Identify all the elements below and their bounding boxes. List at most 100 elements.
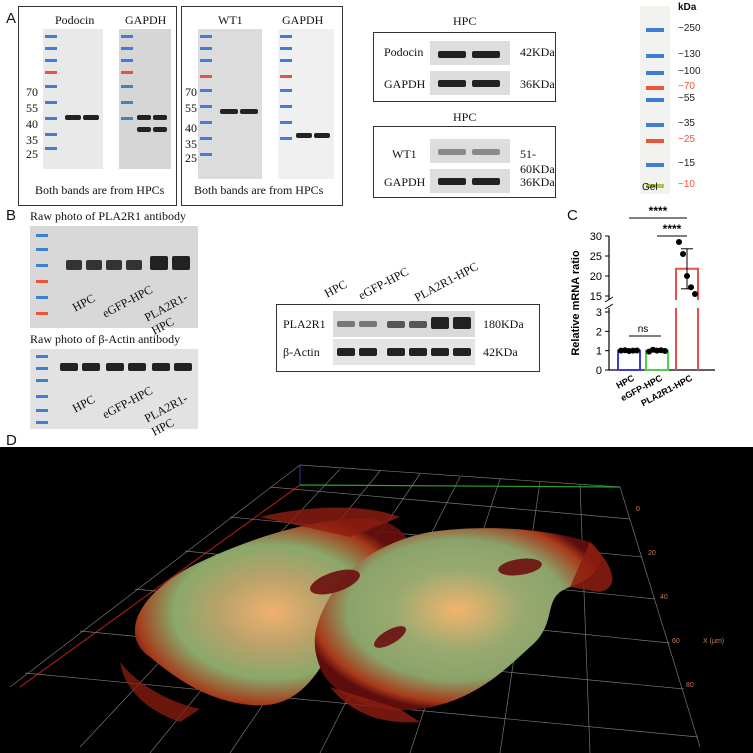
ladder-band <box>646 98 664 102</box>
ladder-band <box>646 86 664 90</box>
sig-label-ns: ns <box>638 324 649 335</box>
blot-frame-wt1: WT1 GAPDH 70 55 40 35 25 Both bands are … <box>181 6 343 206</box>
y-tick-label: 3 <box>596 307 602 319</box>
sig-label-2: **** <box>663 222 682 236</box>
y-tick-label: 20 <box>590 271 602 283</box>
ladder-band <box>646 54 664 58</box>
podocin-band-2 <box>83 115 99 120</box>
blot-label-gapdh: GAPDH <box>125 13 167 27</box>
gapdh-membrane-2 <box>278 29 334 179</box>
y-tick-label: 25 <box>590 251 602 263</box>
data-point <box>680 251 686 257</box>
crop-size-180: 180KDa <box>483 317 524 331</box>
panel-label-d: D <box>6 432 17 449</box>
y-tick-label: 1 <box>596 346 602 358</box>
data-point <box>684 273 690 279</box>
data-point <box>676 239 682 245</box>
marker2-35: 35 <box>185 137 197 151</box>
blot-label-wt1: WT1 <box>218 13 243 27</box>
marker-35: 35 <box>26 133 38 147</box>
raw-title-actin: Raw photo of β-Actin antibody <box>30 332 181 346</box>
ladder-mark: ~70 <box>678 81 695 92</box>
y-tick-label: 30 <box>590 231 602 243</box>
crop-lane-hpc: HPC <box>322 277 350 301</box>
panel-d-tick: 40 <box>660 594 668 601</box>
raw1-lane-hpc: HPC <box>70 291 98 315</box>
marker-70: 70 <box>26 85 38 99</box>
wt1-band-1 <box>220 109 238 114</box>
ladder-mark: ~55 <box>678 93 695 104</box>
hpc-box-podocin: Podocin GAPDH 42KDa 36KDa <box>373 32 556 102</box>
cell-right <box>314 528 613 723</box>
raw-actin-membrane: HPC eGFP-HPC PLA2R1-HPC <box>30 349 198 439</box>
ladder-mark: ~130 <box>678 49 701 60</box>
marker-40: 40 <box>26 117 38 131</box>
x-axis-label: X (μm) <box>703 638 724 645</box>
crop-lane-pla2r1: PLA2R1-HPC <box>412 259 481 305</box>
y-tick-label: 2 <box>596 326 602 338</box>
panel-label-c: C <box>567 207 578 224</box>
crop-size-42: 42KDa <box>483 345 518 359</box>
raw-pla2r1-membrane: HPC eGFP-HPC PLA2R1-HPC <box>30 226 198 338</box>
ladder-band <box>646 71 664 75</box>
blot-frame-podocin: Podocin GAPDH 70 55 40 35 25 Both bands … <box>18 6 177 206</box>
hole-patches <box>310 558 542 648</box>
data-point <box>634 347 640 354</box>
marker2-70: 70 <box>185 85 197 99</box>
ladder-band <box>646 139 664 143</box>
ladder-mark: ~15 <box>678 158 695 169</box>
ladder-mark: ~250 <box>678 23 701 34</box>
y-axis-label: Relative mRNA ratio <box>570 250 582 356</box>
protein-ladder: kDa ~250 ~130 ~100 ~70 ~55 ~35 ~25 ~15 ~10 Gel <box>636 0 726 200</box>
panel-label-a: A <box>6 10 17 27</box>
y-tick-label: 15 <box>590 291 602 303</box>
hpc1-size-36: 36KDa <box>520 77 555 91</box>
ladder-mark: ~25 <box>678 134 695 145</box>
axis-break-mark <box>604 296 614 303</box>
crop-lane-egfp: eGFP-HPC <box>356 264 411 303</box>
sig-label-1: **** <box>649 204 668 218</box>
panel-d-tick: 80 <box>686 682 694 689</box>
hpc2-protein-wt1: WT1 <box>392 147 417 161</box>
hpc1-size-42: 42KDa <box>520 45 555 59</box>
data-point <box>662 348 668 355</box>
wt1-membrane <box>198 29 262 179</box>
podocin-membrane <box>43 29 103 169</box>
pla2r1-crop-box: PLA2R1 β-Actin 180KDa 42KDa <box>276 304 540 372</box>
ladder-band <box>646 123 664 127</box>
data-point <box>692 291 698 297</box>
hpc2-size-36: 36KDa <box>520 175 555 189</box>
blot-label-podocin: Podocin <box>55 13 95 27</box>
gapdh-membrane-1 <box>119 29 171 169</box>
blot-label-gapdh-2: GAPDH <box>282 13 324 27</box>
raw-title-pla2r1: Raw photo of PLA2R1 antibody <box>30 209 186 223</box>
panel-label-b: B <box>6 207 17 224</box>
cell-left <box>120 507 410 722</box>
marker2-40: 40 <box>185 121 197 135</box>
hpc2-size-51-60: 51-60KDa <box>520 147 555 176</box>
blot-caption-1: Both bands are from HPCs <box>35 183 165 197</box>
hpc2-protein-gapdh: GAPDH <box>384 175 426 189</box>
ladder-band <box>646 163 664 167</box>
hpc1-protein-gapdh: GAPDH <box>384 77 426 91</box>
marker-55: 55 <box>26 101 38 115</box>
mrna-ratio-chart: Relative mRNA ratio 152025300123HPCeGFP-H… <box>570 204 715 408</box>
panel-d-tick: 60 <box>672 638 680 645</box>
data-point <box>688 284 694 291</box>
marker2-55: 55 <box>185 101 197 115</box>
y-tick-label: 0 <box>596 365 602 377</box>
ladder-mark: ~35 <box>678 118 695 129</box>
ladder-band <box>646 184 664 188</box>
hpc-box-wt1: WT1 GAPDH 51-60KDa 36KDa <box>373 126 556 198</box>
axis-break-mark <box>604 303 614 310</box>
hpc-title-1: HPC <box>453 14 477 28</box>
blot-caption-2: Both bands are from HPCs <box>194 183 324 197</box>
panel-d-tick: 20 <box>648 550 656 557</box>
ladder-band <box>646 28 664 32</box>
crop-protein-pla2r1: PLA2R1 <box>283 317 326 331</box>
confocal-3d-render: 0 20 40 60 80 X (μm) <box>0 447 753 753</box>
raw2-lane-hpc: HPC <box>70 392 98 416</box>
panel-d-tick: 0 <box>636 506 640 513</box>
hpc1-protein-podocin: Podocin <box>384 45 424 59</box>
ladder-gel: Gel <box>642 182 658 193</box>
